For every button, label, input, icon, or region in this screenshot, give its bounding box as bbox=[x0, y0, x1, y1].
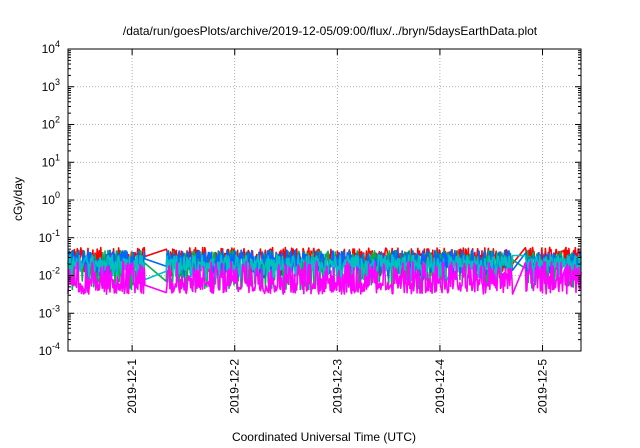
y-tick-label: 10-3 bbox=[39, 303, 60, 320]
x-axis-label: Coordinated Universal Time (UTC) bbox=[232, 430, 416, 444]
plot-frame bbox=[67, 48, 582, 352]
y-tick-label: 104 bbox=[42, 39, 60, 56]
x-tick-label: 2019-12-4 bbox=[433, 359, 447, 414]
series-line bbox=[67, 260, 582, 295]
x-tick-label: 2019-12-3 bbox=[330, 359, 344, 414]
x-tick-label: 2019-12-2 bbox=[228, 359, 242, 414]
y-axis-label: cGy/day bbox=[11, 177, 25, 221]
series-line bbox=[67, 254, 582, 282]
x-tick-label: 2019-12-5 bbox=[536, 359, 550, 414]
y-tick-label: 100 bbox=[42, 190, 60, 207]
chart-title: /data/run/goesPlots/archive/2019-12-05/0… bbox=[123, 24, 538, 38]
data-lines bbox=[67, 246, 582, 295]
y-tick-label: 10-4 bbox=[39, 341, 60, 358]
grid bbox=[68, 49, 581, 351]
y-tick-label: 103 bbox=[42, 77, 60, 94]
x-ticks: 2019-12-1 2019-12-2 2019-12-3 2019-12-4 2019… bbox=[125, 49, 550, 414]
y-tick-label: 10-2 bbox=[39, 266, 60, 283]
x-tick-label: 2019-12-1 bbox=[125, 359, 139, 414]
y-tick-label: 102 bbox=[42, 115, 60, 132]
y-tick-label: 101 bbox=[42, 152, 60, 169]
y-tick-label: 10-1 bbox=[39, 228, 60, 245]
